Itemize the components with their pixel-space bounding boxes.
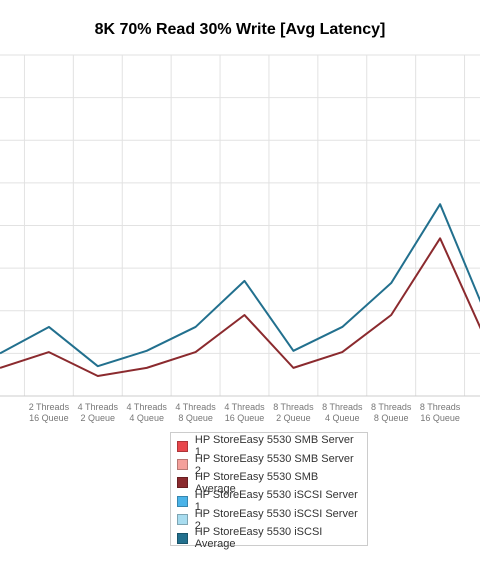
legend: HP StoreEasy 5530 SMB Server 1 HP StoreEa… xyxy=(170,432,368,551)
x-tick-label: 4 Threads 8 Queue xyxy=(175,402,216,423)
x-tick-label: 4 Threads 16 Queue xyxy=(224,402,265,423)
legend-label: HP StoreEasy 5530 SMB Server 1 xyxy=(194,434,354,459)
legend-swatch xyxy=(177,514,188,526)
series-line xyxy=(0,203,480,368)
legend-item: HP StoreEasy 5530 iSCSI Server 1 xyxy=(177,489,361,514)
x-tick-label: 8 Threads 16 Queue xyxy=(419,402,461,423)
legend-label: HP StoreEasy 5530 iSCSI Average xyxy=(194,526,323,551)
x-tick-label: 8 Threads 2 Queue xyxy=(273,402,314,423)
legend-swatch xyxy=(177,532,188,544)
chart: 8K 70% Read 30% Write [Avg Latency] xyxy=(0,21,480,397)
x-tick-label: 2 Threads 16 Queue xyxy=(28,402,70,423)
legend-swatch xyxy=(177,477,188,489)
x-tick-label: 4 Threads 4 Queue xyxy=(126,402,167,423)
legend-item: HP StoreEasy 5530 iSCSI Average xyxy=(177,526,361,551)
legend-item: HP StoreEasy 5530 SMB Average xyxy=(177,470,361,495)
x-tick-label: 8 Threads 4 Queue xyxy=(322,402,363,423)
legend-label: HP StoreEasy 5530 iSCSI Server 1 xyxy=(194,489,358,514)
legend-label: HP StoreEasy 5530 SMB Average xyxy=(194,470,319,495)
x-tick-label: 4 Threads 2 Queue xyxy=(77,402,118,423)
legend-item: HP StoreEasy 5530 SMB Server 1 xyxy=(177,434,361,459)
chart-title: 8K 70% Read 30% Write [Avg Latency] xyxy=(95,21,386,38)
legend-swatch xyxy=(177,440,188,452)
legend-swatch xyxy=(177,495,188,507)
legend-swatch xyxy=(177,459,188,471)
legend-label: HP StoreEasy 5530 SMB Server 2 xyxy=(194,452,354,477)
x-tick-label: 8 Threads 8 Queue xyxy=(371,402,412,423)
legend-item: HP StoreEasy 5530 iSCSI Server 2 xyxy=(177,507,361,532)
legend-item: HP StoreEasy 5530 SMB Server 2 xyxy=(177,453,361,477)
series-line xyxy=(0,237,480,377)
legend-label: HP StoreEasy 5530 iSCSI Server 2 xyxy=(194,507,358,532)
